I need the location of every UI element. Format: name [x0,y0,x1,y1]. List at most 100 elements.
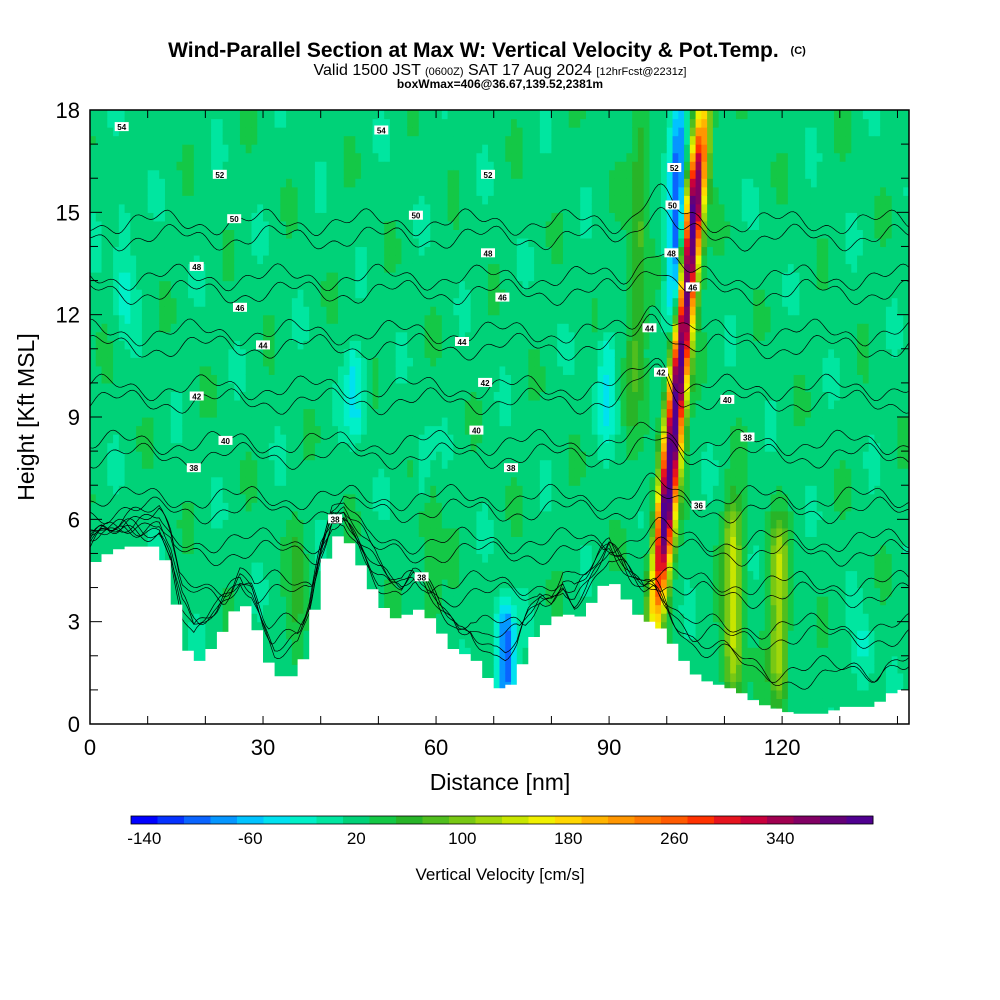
velocity-cell [193,195,201,205]
velocity-cell [286,561,293,572]
velocity-cell [130,348,137,358]
velocity-cell [286,613,293,623]
velocity-cell [239,519,247,529]
velocity-cell [101,220,108,230]
velocity-cell [245,596,253,606]
velocity-cell [343,519,351,529]
velocity-cell [320,493,328,503]
velocity-cell [482,621,489,631]
velocity-cell [470,434,478,444]
velocity-cell [257,272,264,282]
velocity-cell [239,561,247,572]
velocity-cell [401,331,408,341]
velocity-cell [384,519,391,529]
velocity-cell [159,442,166,452]
velocity-cell [182,519,189,529]
velocity-cell [291,493,299,503]
velocity-cell [401,553,408,563]
velocity-cell [395,382,403,393]
velocity-cell [251,212,258,222]
velocity-cell [164,442,172,452]
velocity-cell [118,451,126,461]
velocity-cell [476,161,483,171]
velocity-cell [349,289,356,299]
velocity-cell [303,596,310,606]
velocity-cell [257,587,264,597]
velocity-cell [320,374,328,384]
velocity-cell [141,527,149,537]
velocity-cell [441,519,449,529]
velocity-cell [228,604,235,614]
velocity-cell [343,417,351,427]
velocity-cell [430,596,437,606]
velocity-cell [384,289,391,299]
velocity-cell [182,220,189,230]
velocity-cell [366,493,374,503]
velocity-cell [430,408,437,418]
velocity-cell [361,161,368,171]
velocity-cell [136,246,143,256]
velocity-cell [257,297,264,307]
velocity-cell [320,280,328,290]
velocity-cell [303,502,310,512]
velocity-cell [459,561,466,572]
velocity-cell [441,468,449,478]
velocity-cell [436,365,443,375]
velocity-cell [222,459,230,469]
velocity-cell [188,510,195,520]
velocity-cell [193,382,201,393]
velocity-cell [401,110,408,120]
velocity-cell [245,357,253,367]
velocity-cell [470,399,478,410]
velocity-cell [332,118,339,128]
velocity-cell [176,468,183,478]
velocity-cell [430,314,437,324]
velocity-cell [216,272,224,282]
velocity-cell [245,570,253,580]
velocity-cell [205,485,212,495]
velocity-cell [199,203,206,213]
velocity-cell [436,621,443,631]
velocity-cell [222,178,230,188]
velocity-cell [136,212,143,222]
velocity-cell [257,621,264,631]
velocity-cell [147,144,155,154]
velocity-cell [366,476,374,486]
velocity-cell [245,502,253,512]
velocity-cell [141,178,149,188]
velocity-cell [257,263,264,273]
velocity-cell [343,246,351,256]
velocity-cell [141,425,149,435]
velocity-cell [188,161,195,171]
velocity-cell [436,135,443,145]
velocity-cell [113,186,120,196]
velocity-cell [436,417,443,427]
velocity-cell [193,127,201,137]
velocity-cell [389,178,397,188]
velocity-cell [245,348,253,358]
velocity-cell [430,485,437,495]
velocity-cell [176,442,183,452]
velocity-cell [441,417,449,427]
velocity-cell [234,323,241,333]
velocity-cell [384,399,391,410]
velocity-cell [251,169,258,179]
velocity-cell [338,212,345,222]
velocity-cell [430,527,437,537]
velocity-cell [113,195,120,205]
velocity-cell [193,570,201,580]
velocity-cell [326,553,333,563]
velocity-cell [464,579,472,589]
velocity-cell [349,510,356,520]
velocity-cell [355,254,362,265]
velocity-cell [95,357,103,367]
velocity-cell [338,254,345,265]
velocity-cell [361,254,368,265]
velocity-cell [159,399,166,410]
velocity-cell [245,118,253,128]
velocity-cell [205,118,212,128]
velocity-cell [257,536,264,546]
velocity-cell [309,493,316,503]
velocity-cell [459,348,466,358]
velocity-cell [332,186,339,196]
